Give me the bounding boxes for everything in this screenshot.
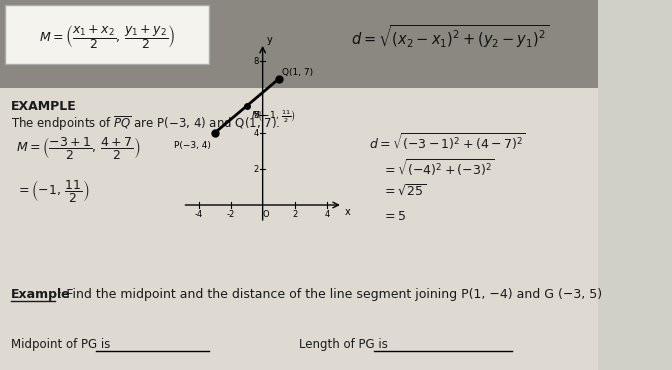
FancyBboxPatch shape	[0, 0, 598, 88]
Text: 4: 4	[254, 128, 259, 138]
Text: y: y	[266, 35, 272, 45]
Text: x: x	[345, 207, 350, 217]
Text: The endpoints of $\overline{PQ}$ are P(−3, 4) and Q(1, 7).: The endpoints of $\overline{PQ}$ are P(−…	[11, 114, 280, 133]
Text: EXAMPLE: EXAMPLE	[11, 100, 77, 113]
Text: 8: 8	[254, 57, 259, 65]
Text: O: O	[263, 210, 269, 219]
Text: -4: -4	[194, 210, 203, 219]
FancyBboxPatch shape	[0, 88, 598, 370]
Text: : Find the midpoint and the distance of the line segment joining P(1, −4) and G : : Find the midpoint and the distance of …	[58, 288, 602, 301]
Text: $= \sqrt{25}$: $= \sqrt{25}$	[382, 184, 426, 199]
Text: $d = \sqrt{(-3-1)^2 + (4-7)^2}$: $d = \sqrt{(-3-1)^2 + (4-7)^2}$	[370, 132, 526, 153]
Text: $= \sqrt{(-4)^2 + (-3)^2}$: $= \sqrt{(-4)^2 + (-3)^2}$	[382, 158, 495, 179]
Text: Length of PG is: Length of PG is	[299, 338, 388, 351]
FancyBboxPatch shape	[5, 5, 209, 64]
Text: $= 5$: $= 5$	[382, 210, 406, 223]
Text: $M\!\left(-1,\,\frac{11}{2}\right)$: $M\!\left(-1,\,\frac{11}{2}\right)$	[251, 108, 296, 125]
Text: 2: 2	[292, 210, 297, 219]
Text: 4: 4	[324, 210, 329, 219]
Text: Midpoint of PG is: Midpoint of PG is	[11, 338, 110, 351]
Text: 5: 5	[254, 111, 259, 120]
Text: $M = \left(\dfrac{x_1 + x_2}{2},\, \dfrac{y_1 + y_2}{2}\right)$: $M = \left(\dfrac{x_1 + x_2}{2},\, \dfra…	[39, 23, 175, 51]
Text: -2: -2	[226, 210, 235, 219]
Text: $M = \left(\dfrac{-3+1}{2},\, \dfrac{4+7}{2}\right)$: $M = \left(\dfrac{-3+1}{2},\, \dfrac{4+7…	[16, 135, 140, 161]
Text: P(−3, 4): P(−3, 4)	[174, 141, 211, 150]
Text: $= \left(-1,\, \dfrac{11}{2}\right)$: $= \left(-1,\, \dfrac{11}{2}\right)$	[16, 178, 89, 204]
Text: Example: Example	[11, 288, 71, 301]
Text: 2: 2	[254, 165, 259, 174]
Text: $d = \sqrt{(x_2 - x_1)^2 + (y_2 - y_1)^2}$: $d = \sqrt{(x_2 - x_1)^2 + (y_2 - y_1)^2…	[351, 24, 548, 50]
Text: Q(1, 7): Q(1, 7)	[282, 68, 313, 77]
